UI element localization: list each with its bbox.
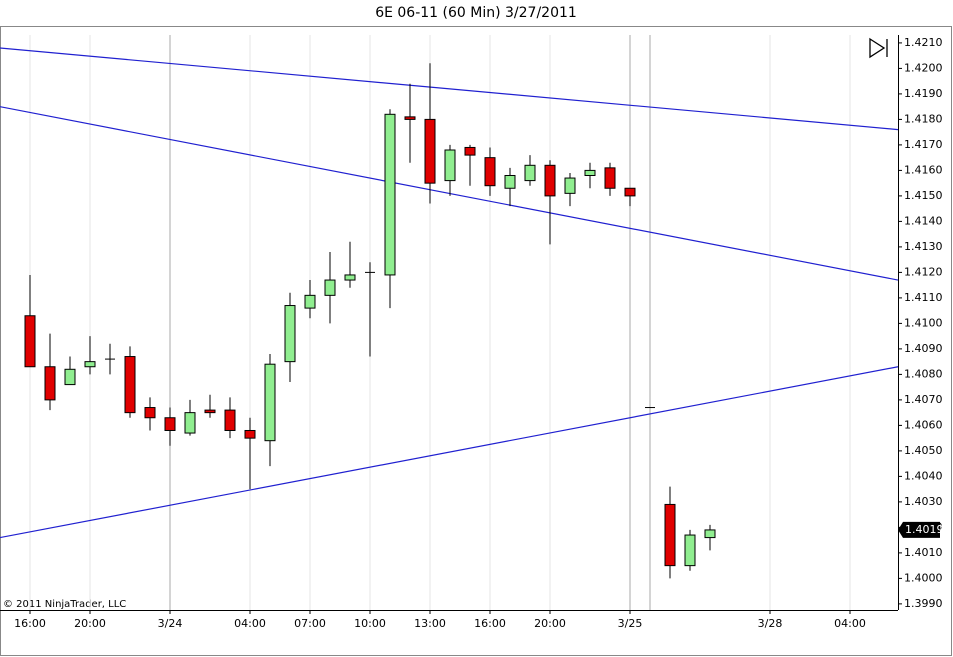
x-tick-label: 3/24 xyxy=(158,617,183,630)
x-tick-label: 10:00 xyxy=(354,617,386,630)
y-tick-label: 1.4110 xyxy=(904,291,943,304)
x-tick-label: 04:00 xyxy=(234,617,266,630)
x-tick-label: 3/28 xyxy=(758,617,783,630)
candle-body xyxy=(244,429,256,439)
y-tick-label: 1.4090 xyxy=(904,342,943,355)
candle-body xyxy=(384,113,396,276)
trendline xyxy=(0,47,899,131)
x-tick-label: 20:00 xyxy=(534,617,566,630)
x-tick-label: 13:00 xyxy=(414,617,446,630)
y-tick-label: 1.4010 xyxy=(904,546,943,559)
y-tick-label: 1.4030 xyxy=(904,495,943,508)
y-tick-label: 1.4000 xyxy=(904,571,943,584)
x-tick-label: 16:00 xyxy=(474,617,506,630)
x-tick-label: 07:00 xyxy=(294,617,326,630)
chart-title: 6E 06-11 (60 Min) 3/27/2011 xyxy=(375,5,577,21)
candle-body xyxy=(464,146,476,156)
candle-body xyxy=(264,363,276,442)
x-tick-label: 3/25 xyxy=(618,617,643,630)
candle-body xyxy=(324,279,336,296)
y-tick-label: 1.4080 xyxy=(904,367,943,380)
copyright: © 2011 NinjaTrader, LLC xyxy=(3,599,126,610)
y-tick-label: 1.4170 xyxy=(904,138,943,151)
candle-body xyxy=(704,529,716,539)
candle-body xyxy=(544,164,556,197)
play-icon[interactable] xyxy=(866,36,892,60)
candle-body xyxy=(524,164,536,182)
candle-body xyxy=(504,174,516,189)
y-tick-label: 1.4120 xyxy=(904,265,943,278)
y-tick-label: 1.4180 xyxy=(904,112,943,125)
y-tick-label: 1.3990 xyxy=(904,597,943,610)
candle-body xyxy=(124,356,136,414)
candle-body xyxy=(624,187,636,197)
candle-body xyxy=(424,118,436,184)
candle-body xyxy=(284,305,296,363)
candle-body xyxy=(224,409,236,431)
y-tick-label: 1.4100 xyxy=(904,316,943,329)
frame xyxy=(0,26,952,656)
candle-body xyxy=(204,409,216,414)
y-tick-label: 1.4050 xyxy=(904,444,943,457)
candle-body xyxy=(24,315,36,368)
y-tick-label: 1.4060 xyxy=(904,418,943,431)
candle-body xyxy=(304,294,316,309)
candle-body xyxy=(404,116,416,120)
trendline xyxy=(0,106,899,281)
candle-body xyxy=(44,366,56,401)
candle-body xyxy=(684,534,696,567)
y-tick-label: 1.4040 xyxy=(904,469,943,482)
y-tick-label: 1.4190 xyxy=(904,87,943,100)
y-tick-label: 1.4200 xyxy=(904,61,943,74)
candle-body xyxy=(484,157,496,187)
plot-area xyxy=(0,35,899,610)
candle-body xyxy=(664,503,676,567)
x-tick-label: 16:00 xyxy=(14,617,46,630)
x-tick-label: 20:00 xyxy=(74,617,106,630)
candle-body xyxy=(144,407,156,419)
candle-body xyxy=(184,412,196,434)
play-glyph xyxy=(869,37,888,59)
y-tick-label: 1.4130 xyxy=(904,240,943,253)
y-tick-label: 1.4140 xyxy=(904,214,943,227)
candle-body xyxy=(64,368,76,386)
candle-body xyxy=(604,167,616,189)
candle-body xyxy=(84,361,96,368)
last-price-label: 1.4019 xyxy=(905,523,944,536)
y-tick-label: 1.4070 xyxy=(904,393,943,406)
trendline xyxy=(0,366,899,539)
y-tick-label: 1.4150 xyxy=(904,189,943,202)
y-tick-label: 1.4160 xyxy=(904,163,943,176)
y-tick-label: 1.4210 xyxy=(904,36,943,49)
x-tick-label: 04:00 xyxy=(834,617,866,630)
candle-body xyxy=(444,149,456,182)
candle-body xyxy=(344,274,356,281)
candle-body xyxy=(584,169,596,176)
candle-body xyxy=(564,177,576,194)
last-price-marker xyxy=(898,521,940,538)
candle-body xyxy=(164,417,176,431)
